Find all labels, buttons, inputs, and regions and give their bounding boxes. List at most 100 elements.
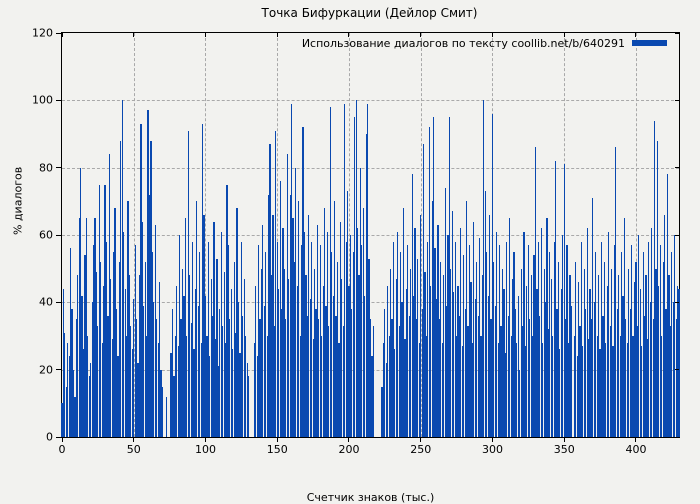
bar xyxy=(117,356,119,437)
bar xyxy=(552,336,554,437)
bar xyxy=(609,325,611,437)
bar xyxy=(200,342,202,437)
x-tick-label: 350 xyxy=(553,443,575,456)
bar xyxy=(542,342,544,437)
bar xyxy=(664,214,666,437)
y-tick-label: 60 xyxy=(39,228,53,242)
bar xyxy=(671,251,673,437)
bar xyxy=(563,164,565,437)
plot-area: Использование диалогов по тексту coollib… xyxy=(12,27,680,504)
bar xyxy=(131,349,133,437)
bar xyxy=(537,241,539,437)
bar xyxy=(246,362,248,437)
bar xyxy=(235,332,237,437)
bar xyxy=(493,261,495,437)
bar xyxy=(184,218,186,437)
tick-mark-x xyxy=(348,33,350,37)
bar xyxy=(144,261,146,437)
bar xyxy=(115,309,118,437)
bar xyxy=(642,251,644,437)
bar xyxy=(147,110,149,437)
x-tick-label: 100 xyxy=(194,443,216,456)
bar xyxy=(108,154,110,437)
bar xyxy=(191,241,194,437)
bar xyxy=(577,282,580,437)
bar xyxy=(240,241,242,437)
bar xyxy=(282,228,284,437)
bar xyxy=(457,285,459,437)
tick-mark-y xyxy=(675,234,679,236)
tick-mark-y xyxy=(56,234,62,236)
bar xyxy=(263,305,265,437)
bar xyxy=(309,298,311,437)
bar xyxy=(265,251,267,437)
bar xyxy=(334,201,336,437)
bar xyxy=(530,275,532,437)
gridline-y xyxy=(62,302,679,304)
bar xyxy=(62,288,65,437)
bar xyxy=(600,241,603,437)
legend: Использование диалогов по тексту coollib… xyxy=(302,36,667,50)
bar xyxy=(239,352,241,437)
bar xyxy=(179,235,181,437)
bar xyxy=(598,275,600,437)
bar xyxy=(412,295,415,437)
bar xyxy=(424,272,426,437)
bar xyxy=(331,251,333,437)
bar xyxy=(289,194,291,437)
bar xyxy=(286,154,288,437)
bar xyxy=(540,228,542,437)
bar xyxy=(237,302,240,437)
bar xyxy=(628,268,630,437)
bar xyxy=(362,208,364,437)
bar xyxy=(420,214,422,437)
bar xyxy=(447,235,449,437)
bar xyxy=(470,282,472,437)
bar xyxy=(513,251,515,437)
bar xyxy=(161,386,164,437)
bar xyxy=(110,278,112,437)
bar xyxy=(226,184,228,437)
bar xyxy=(473,221,475,437)
bar xyxy=(278,288,280,437)
bar xyxy=(529,319,531,437)
bar xyxy=(356,228,359,437)
bar xyxy=(128,275,131,437)
bar xyxy=(97,325,99,437)
bar xyxy=(322,285,324,437)
bar xyxy=(336,261,339,437)
bar xyxy=(285,319,287,437)
bar xyxy=(562,235,564,437)
bar xyxy=(219,309,221,437)
bar xyxy=(95,272,98,437)
bar xyxy=(467,325,469,437)
bar xyxy=(648,241,650,437)
tick-mark-y xyxy=(675,369,679,371)
bar xyxy=(113,251,115,437)
bar xyxy=(65,386,67,437)
bar xyxy=(199,251,201,437)
bar xyxy=(105,241,108,437)
bar xyxy=(557,261,560,437)
bar xyxy=(394,349,396,437)
tick-mark-x xyxy=(491,33,493,37)
bar xyxy=(527,245,529,437)
bar xyxy=(120,140,122,437)
tick-mark-x xyxy=(348,437,350,442)
tick-mark-x xyxy=(563,437,565,442)
bar xyxy=(444,187,446,437)
bar xyxy=(367,103,369,437)
bar xyxy=(654,120,656,437)
bar xyxy=(341,278,343,437)
bar xyxy=(395,278,397,437)
y-tick-label: 120 xyxy=(32,26,53,40)
bar xyxy=(204,295,207,437)
tick-mark-x xyxy=(420,33,422,37)
bar xyxy=(425,336,428,437)
bar xyxy=(619,336,621,437)
bar xyxy=(430,285,432,437)
bar xyxy=(534,147,537,437)
bar xyxy=(389,268,392,437)
bar xyxy=(464,309,466,437)
gridline-y xyxy=(62,100,679,102)
